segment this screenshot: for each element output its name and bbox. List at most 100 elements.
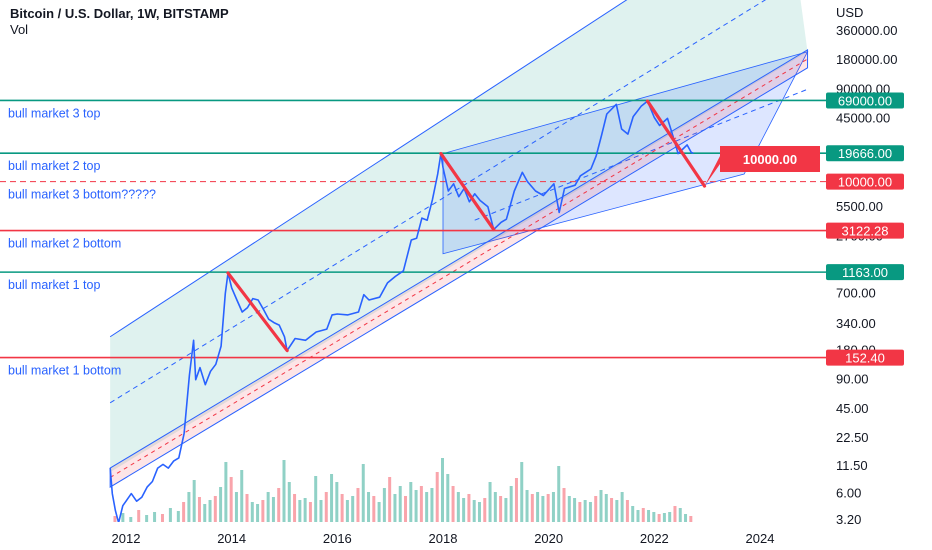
volume-bar <box>620 492 624 522</box>
volume-bar <box>113 516 117 522</box>
time-tick-label: 2018 <box>429 531 458 546</box>
support-band <box>109 48 809 488</box>
volume-bar <box>588 502 592 522</box>
volume-bar <box>425 492 429 522</box>
volume-bar <box>451 486 455 522</box>
volume-bar <box>203 504 207 522</box>
chart-background-drawings <box>109 0 809 488</box>
price-tick-label: 3.20 <box>836 512 861 527</box>
volume-bar <box>546 494 550 522</box>
currency-label: USD <box>836 5 863 20</box>
time-tick-label: 2022 <box>640 531 669 546</box>
volume-bar <box>224 462 228 522</box>
volume-bar <box>324 492 328 522</box>
volume-bar <box>636 510 640 522</box>
callout-label: 10000.00 <box>743 152 797 167</box>
level-annotation: bull market 1 bottom <box>8 364 121 378</box>
volume-bar <box>499 496 503 522</box>
volume-bar <box>404 496 408 522</box>
volume-bar <box>483 498 487 522</box>
volume-bar <box>509 486 513 522</box>
volume-bar <box>567 496 571 522</box>
volume-bar <box>219 487 223 522</box>
price-tick-label: 90.00 <box>836 372 869 387</box>
volume-bar <box>541 496 545 522</box>
volume-bar <box>377 502 381 522</box>
volume-bar <box>493 492 497 522</box>
volume-bar <box>229 477 233 522</box>
volume-bar <box>604 494 608 522</box>
volume-bar <box>266 492 270 522</box>
volume-bar <box>678 508 682 522</box>
volume-bar <box>250 502 254 522</box>
drawdown-arrow <box>226 271 289 353</box>
time-axis[interactable]: 2012 2014 2016 2018 2020 2022 2024 <box>0 522 826 550</box>
volume-bar <box>625 500 629 522</box>
volume-bar <box>409 482 413 522</box>
price-tag <box>826 173 904 190</box>
time-tick-label: 2014 <box>217 531 246 546</box>
volume-bar <box>388 477 392 522</box>
price-tag-label: 152.40 <box>845 351 885 366</box>
volume-bar <box>414 490 418 522</box>
volume-bar <box>382 488 386 522</box>
volume-bar <box>393 494 397 522</box>
price-tick-label: 5500.00 <box>836 199 883 214</box>
drawdown-arrows: 10000.00 <box>226 99 820 353</box>
horizontal-levels: bull market 3 top bull market 2 top bull m… <box>0 99 826 378</box>
volume-bar <box>287 482 291 522</box>
time-tick-label: 2024 <box>746 531 775 546</box>
volume-bar <box>282 460 286 522</box>
price-tag <box>826 349 904 366</box>
volume-bar <box>578 502 582 522</box>
volume-bar <box>525 490 529 522</box>
volume-bar <box>153 512 157 522</box>
price-tick-label: 180000.00 <box>836 52 897 67</box>
time-tick-label: 2016 <box>323 531 352 546</box>
volume-bar <box>594 496 598 522</box>
volume-bar <box>356 488 360 522</box>
volume-bar <box>631 506 635 522</box>
volume-bar <box>208 500 212 522</box>
price-tick-label: 700.00 <box>836 285 876 300</box>
volume-bar <box>583 500 587 522</box>
volume-bar <box>641 508 645 522</box>
volume-bar <box>551 492 555 522</box>
level-annotation: bull market 2 top <box>8 159 100 173</box>
volume-bar <box>610 498 614 522</box>
price-tags: 69000.00 19666.00 10000.00 3122.28 1163.00 15… <box>826 92 904 366</box>
volume-bar <box>472 500 476 522</box>
volume-bar <box>462 498 466 522</box>
channel-mid-line <box>109 0 767 404</box>
volume-bar <box>514 478 518 522</box>
volume-bar <box>277 488 281 522</box>
volume-bar <box>187 492 191 522</box>
volume-bar <box>197 497 201 522</box>
volume-bar <box>261 500 265 522</box>
price-tag <box>826 222 904 239</box>
volume-bar <box>684 514 688 522</box>
volume-bar <box>520 462 524 522</box>
volume-bar <box>477 502 481 522</box>
volume-bar <box>573 498 577 522</box>
level-annotation: bull market 3 top <box>8 106 100 120</box>
wedge-mid-line <box>474 88 808 221</box>
volume-bar <box>314 476 318 522</box>
price-tag-label: 1163.00 <box>842 265 888 280</box>
price-line-group <box>109 100 694 522</box>
time-tick-label: 2012 <box>112 531 141 546</box>
price-tag <box>826 92 904 109</box>
price-tag-label: 69000.00 <box>838 93 892 108</box>
volume-bar <box>668 512 672 522</box>
volume-bar <box>298 500 302 522</box>
level-annotation: bull market 1 top <box>8 278 100 292</box>
price-tick-label: 45.00 <box>836 401 869 416</box>
level-annotation: bull market 2 bottom <box>8 237 121 251</box>
volume-bar <box>530 494 534 522</box>
volume-bar <box>419 486 423 522</box>
price-tag-label: 19666.00 <box>838 146 892 161</box>
price-line <box>109 100 694 522</box>
price-tick-label: 22.50 <box>836 430 869 445</box>
volume-bar <box>319 500 323 522</box>
